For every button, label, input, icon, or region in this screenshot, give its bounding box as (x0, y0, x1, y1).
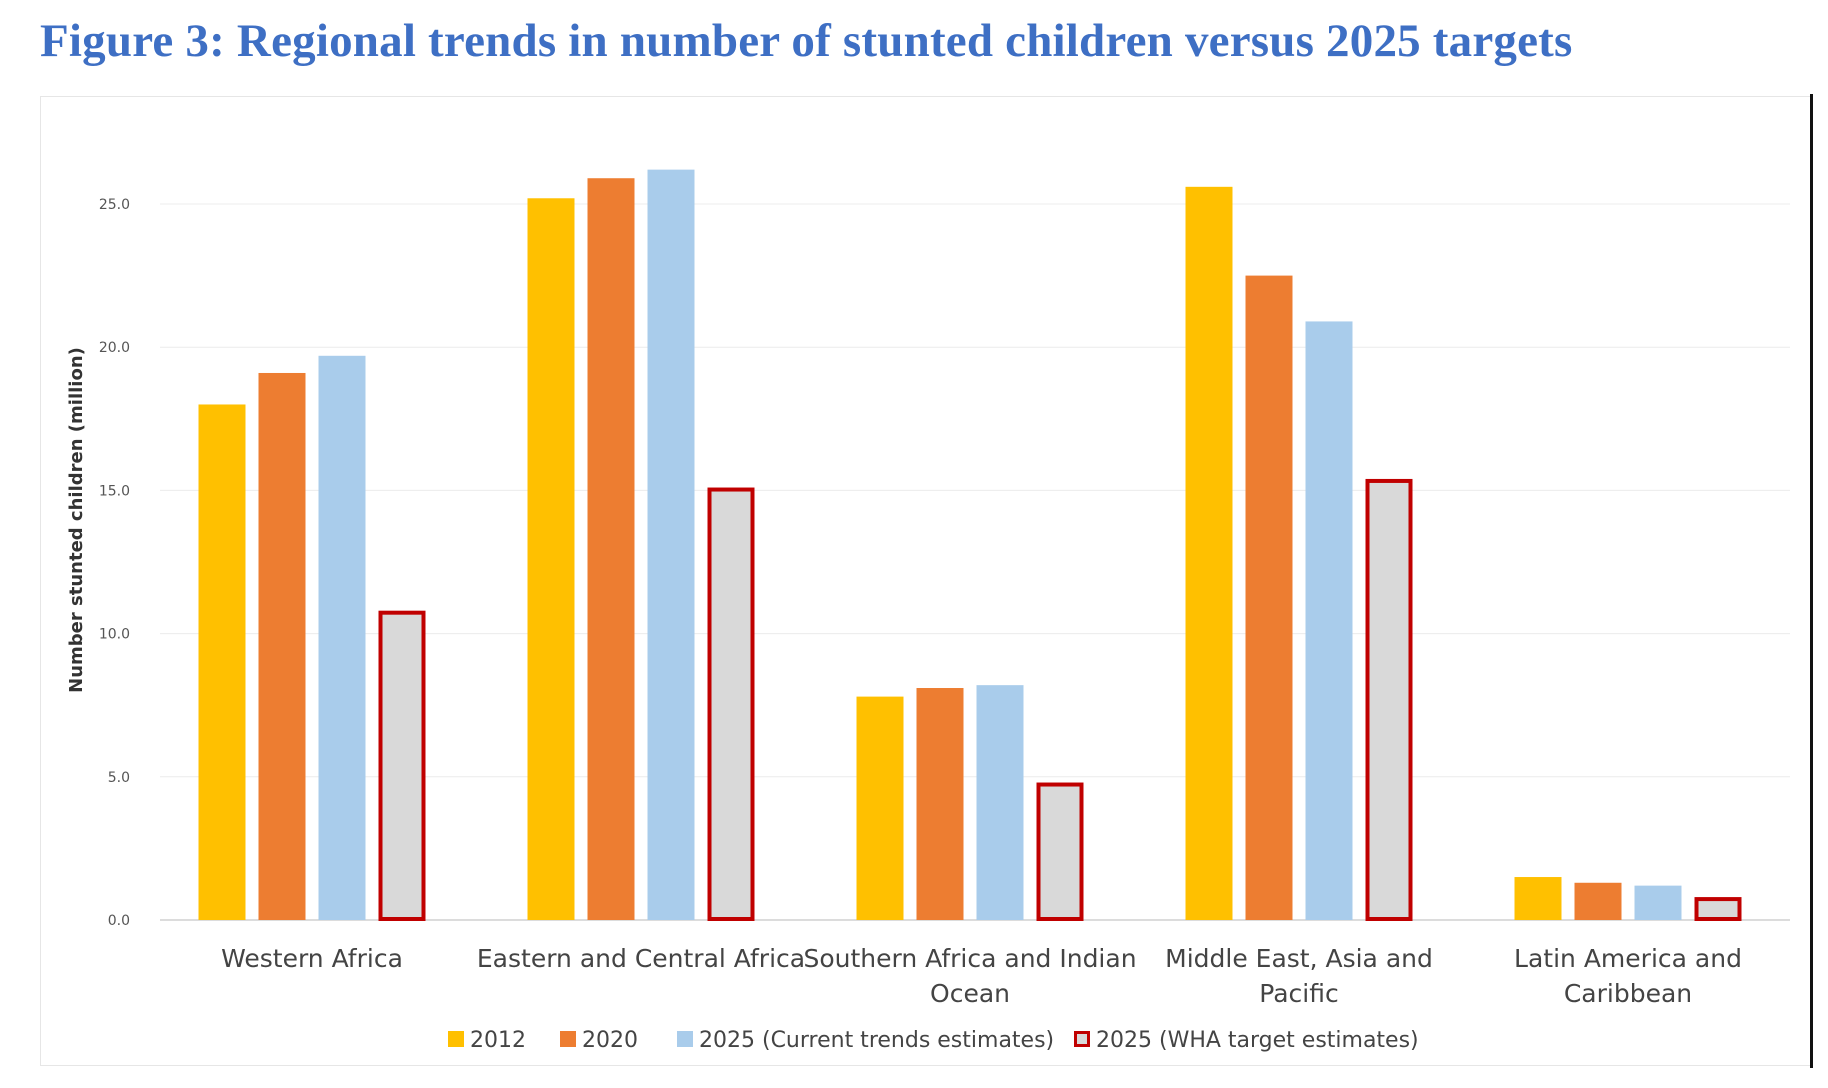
bar-2012-4 (1514, 877, 1562, 920)
legend-swatch (677, 1031, 693, 1047)
bar-2012-1 (527, 198, 575, 921)
figure-title: Figure 3: Regional trends in number of s… (40, 15, 1573, 67)
bar-2020-3 (1245, 275, 1293, 921)
category-label: Pacific (1259, 979, 1338, 1008)
legend-label: 2020 (582, 1028, 638, 1053)
bar-2020-1 (587, 178, 635, 920)
bar-2020-2 (916, 688, 964, 920)
bar-2025-current-trends-estimates-3 (1305, 321, 1353, 920)
legend-label: 2025 (Current trends estimates) (699, 1028, 1054, 1053)
bar-2025-current-trends-estimates-0 (318, 355, 366, 920)
category-label: Ocean (930, 979, 1010, 1008)
bar-2025-wha-target-estimates-0 (378, 610, 426, 921)
chart-frame (40, 96, 1810, 1066)
category-label: Western Africa (221, 944, 403, 973)
y-tick-label: 15.0 (99, 483, 130, 499)
bar-2012-0 (198, 404, 246, 921)
y-tick-label: 0.0 (108, 913, 130, 929)
bar-2025-current-trends-estimates-4 (1634, 885, 1682, 920)
category-label: Latin America and (1514, 944, 1742, 973)
legend-swatch (1074, 1031, 1090, 1047)
legend-label: 2012 (470, 1028, 526, 1053)
category-label: Middle East, Asia and (1165, 944, 1433, 973)
bar-2025-current-trends-estimates-1 (647, 169, 695, 920)
legend: 2012 2020 2025 (Current trends estimates) 2… (448, 1028, 1419, 1053)
bar-2012-3 (1185, 186, 1233, 921)
y-axis-label: Number stunted children (million) (66, 347, 87, 693)
y-tick-label: 5.0 (108, 770, 130, 786)
bar-2020-4 (1574, 882, 1622, 920)
legend-swatch (448, 1031, 464, 1047)
legend-label: 2025 (WHA target estimates) (1096, 1028, 1419, 1053)
bars (198, 169, 1742, 922)
category-labels: Western Africa Eastern and Central Africa… (221, 944, 1742, 1008)
category-label: Caribbean (1564, 979, 1692, 1008)
y-tick-label: 10.0 (99, 627, 130, 643)
bar-2025-current-trends-estimates-2 (976, 685, 1024, 920)
bar-2012-2 (856, 696, 904, 920)
y-axis-ticks: 0.0 5.0 10.0 15.0 20.0 25.0 (99, 197, 130, 929)
category-label: Eastern and Central Africa (477, 944, 805, 973)
frame-right-border (1810, 94, 1813, 1068)
bar-2025-wha-target-estimates-4 (1694, 897, 1742, 922)
y-tick-label: 25.0 (99, 197, 130, 213)
y-tick-label: 20.0 (99, 340, 130, 356)
bar-2025-wha-target-estimates-2 (1036, 782, 1084, 922)
bar-2025-wha-target-estimates-3 (1365, 478, 1413, 921)
bar-2025-wha-target-estimates-1 (707, 487, 755, 921)
legend-swatch (560, 1031, 576, 1047)
category-label: Southern Africa and Indian (803, 944, 1136, 973)
bar-2020-0 (258, 372, 306, 920)
